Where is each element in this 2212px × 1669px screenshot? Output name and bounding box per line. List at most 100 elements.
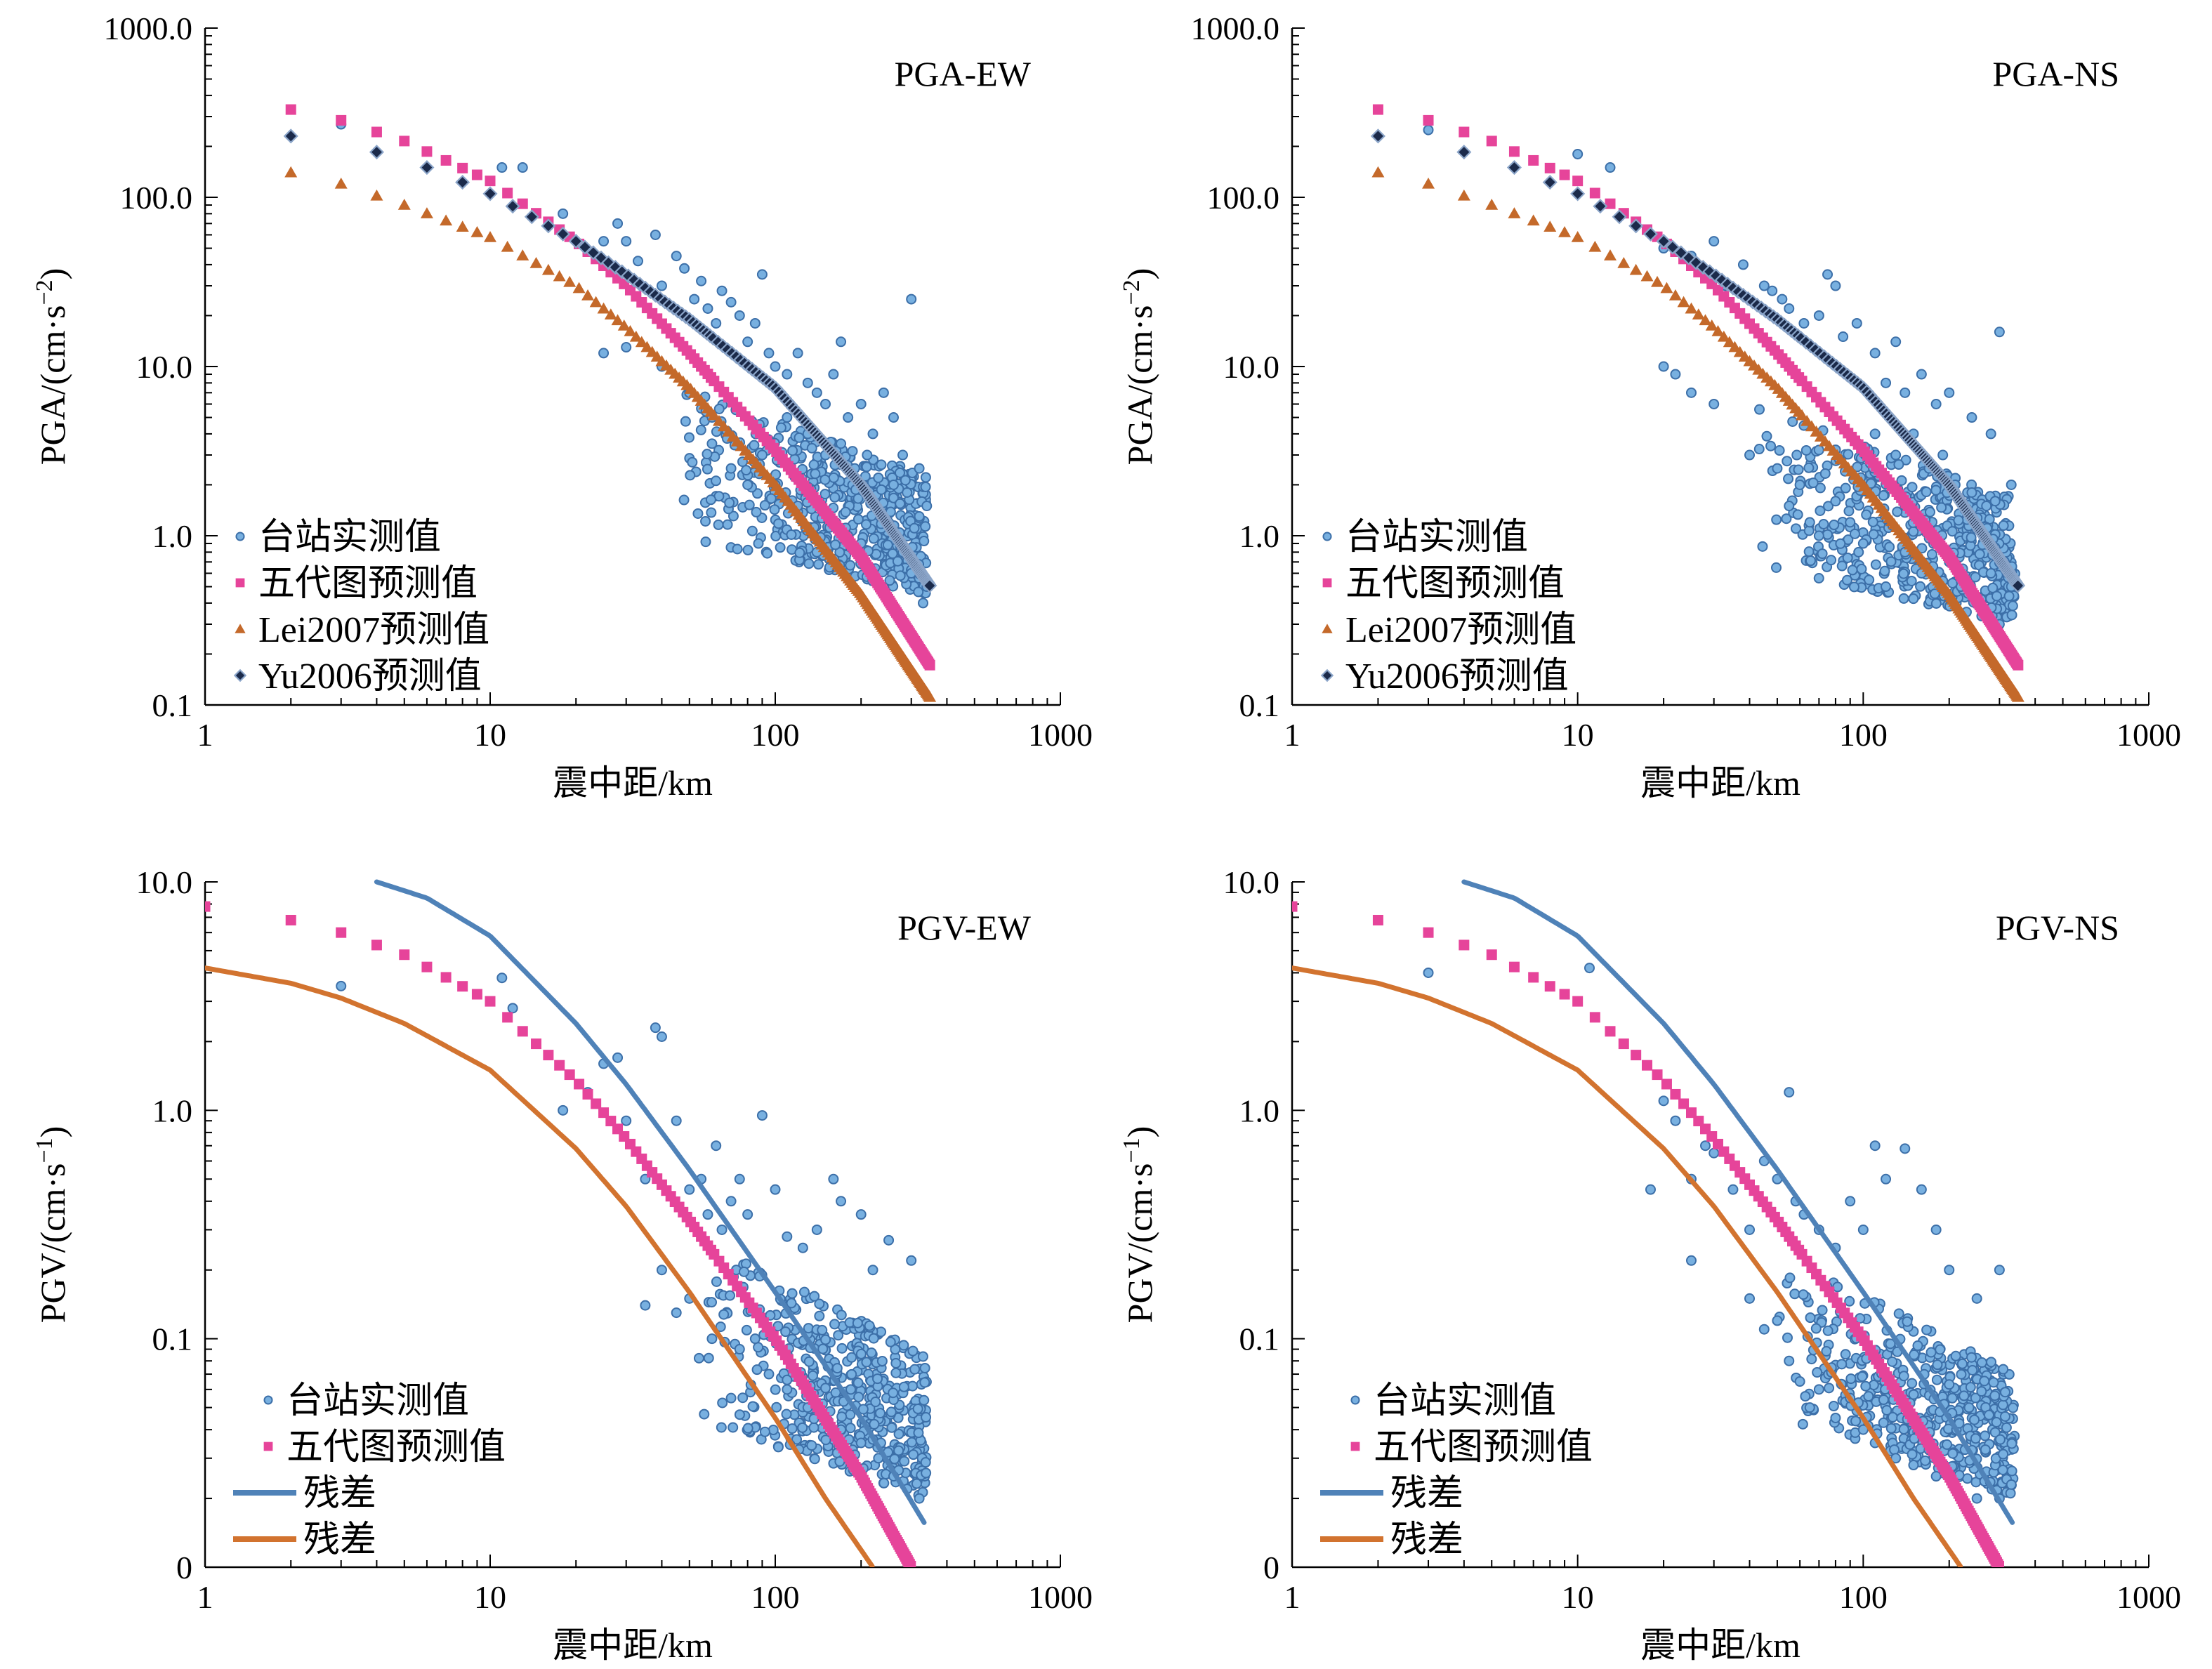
observed-point bbox=[1804, 517, 1815, 528]
y-axis-title: PGV/(cm·s−1) bbox=[32, 1126, 72, 1324]
observed-point bbox=[1836, 560, 1848, 572]
observed-point bbox=[1803, 546, 1815, 558]
observed-point bbox=[867, 1265, 878, 1276]
wudaitu-point bbox=[457, 981, 468, 992]
legend-label: 残差 bbox=[1390, 1474, 1463, 1514]
observed-point bbox=[853, 1392, 864, 1403]
observed-point bbox=[1987, 582, 1999, 593]
y-tick-label: 1.0 bbox=[1239, 1093, 1280, 1128]
observed-point bbox=[742, 1423, 753, 1434]
observed-point bbox=[749, 440, 760, 451]
observed-point bbox=[857, 1404, 869, 1415]
observed-point bbox=[809, 1453, 820, 1465]
wudaitu-point bbox=[1486, 949, 1497, 961]
observed-point bbox=[679, 263, 690, 274]
observed-point bbox=[1685, 387, 1697, 398]
observed-point bbox=[705, 494, 716, 506]
legend-entry: Yu2006预测值 bbox=[233, 657, 482, 697]
observed-point bbox=[817, 1343, 829, 1354]
observed-point bbox=[1981, 501, 1992, 512]
observed-point bbox=[1584, 963, 1595, 974]
observed-point bbox=[782, 1374, 793, 1385]
observed-point bbox=[786, 1423, 798, 1434]
observed-point bbox=[1810, 1323, 1822, 1334]
observed-point bbox=[1885, 1338, 1896, 1350]
observed-point bbox=[1907, 1378, 1918, 1389]
legend-entry: 五代图预测值 bbox=[1322, 564, 1565, 604]
observed-point bbox=[706, 438, 718, 449]
legend-marker-swatch bbox=[1322, 578, 1332, 588]
observed-point bbox=[700, 536, 711, 548]
lei2007-point bbox=[397, 199, 411, 210]
observed-point bbox=[867, 428, 878, 440]
wudaitu-point bbox=[517, 1026, 528, 1037]
observed-point bbox=[1744, 1293, 1756, 1304]
wudaitu-point bbox=[1605, 198, 1616, 209]
observed-point bbox=[782, 369, 793, 380]
observed-point bbox=[769, 504, 780, 515]
wudaitu-point bbox=[440, 972, 452, 983]
observed-point bbox=[902, 487, 913, 498]
observed-point bbox=[2006, 609, 2017, 621]
observed-point bbox=[820, 1334, 831, 1345]
residual-blue-line bbox=[374, 879, 927, 1525]
observed-point bbox=[1956, 1368, 1967, 1380]
observed-point bbox=[1907, 1449, 1918, 1460]
observed-point bbox=[1970, 572, 1981, 583]
observed-point bbox=[886, 1422, 897, 1433]
observed-point bbox=[2006, 1438, 2017, 1449]
observed-point bbox=[829, 1319, 841, 1330]
wudaitu-point bbox=[905, 1560, 916, 1567]
observed-point bbox=[830, 539, 841, 550]
observed-point bbox=[1970, 1433, 1981, 1444]
observed-point bbox=[1794, 1376, 1805, 1387]
observed-point bbox=[724, 497, 735, 508]
observed-point bbox=[861, 1357, 872, 1368]
observed-point bbox=[909, 1364, 921, 1375]
observed-point bbox=[1869, 428, 1881, 440]
observed-point bbox=[1976, 1386, 1987, 1397]
lei2007-point bbox=[1640, 270, 1654, 282]
wudaitu-point bbox=[1661, 1078, 1672, 1090]
observed-point bbox=[1753, 444, 1765, 455]
observed-point bbox=[1798, 317, 1810, 329]
observed-point bbox=[1823, 501, 1834, 512]
observed-point bbox=[845, 1409, 856, 1420]
observed-point bbox=[1986, 1357, 1997, 1368]
observed-point bbox=[1813, 530, 1824, 541]
x-axis-title: 震中距/km bbox=[553, 1625, 713, 1665]
observed-point bbox=[1808, 477, 1819, 489]
observed-point bbox=[1963, 1402, 1975, 1413]
wudaitu-point bbox=[285, 104, 296, 115]
legend-label: Yu2006预测值 bbox=[258, 657, 482, 697]
lei2007-point bbox=[1717, 330, 1730, 342]
wudaitu-point bbox=[2013, 659, 2024, 671]
observed-point bbox=[598, 348, 610, 359]
yu2006-point bbox=[455, 175, 470, 190]
observed-point bbox=[633, 256, 644, 267]
wudaitu-point bbox=[582, 1088, 593, 1100]
wudaitu-point bbox=[336, 927, 347, 938]
observed-point bbox=[1869, 1140, 1881, 1152]
observed-point bbox=[1847, 565, 1858, 576]
legend-entry: Lei2007预测值 bbox=[1322, 610, 1576, 650]
observed-point bbox=[1815, 505, 1826, 516]
observed-point bbox=[920, 472, 931, 483]
wudaitu-point bbox=[1423, 114, 1434, 126]
observed-point bbox=[656, 1031, 667, 1043]
observed-point bbox=[702, 463, 713, 475]
observed-point bbox=[1826, 555, 1837, 566]
legend-label: Lei2007预测值 bbox=[258, 610, 489, 650]
observed-point bbox=[906, 293, 917, 305]
observed-point bbox=[1737, 259, 1749, 270]
observed-point bbox=[914, 463, 925, 474]
x-tick-label: 100 bbox=[1839, 1579, 1888, 1615]
x-tick-label: 1 bbox=[197, 717, 213, 753]
observed-point bbox=[1915, 581, 1926, 592]
observed-point bbox=[1878, 490, 1889, 501]
panel-title: PGA-NS bbox=[1992, 54, 2119, 93]
observed-point bbox=[1966, 1352, 1977, 1363]
observed-point bbox=[819, 398, 831, 409]
observed-point bbox=[2008, 1402, 2019, 1413]
